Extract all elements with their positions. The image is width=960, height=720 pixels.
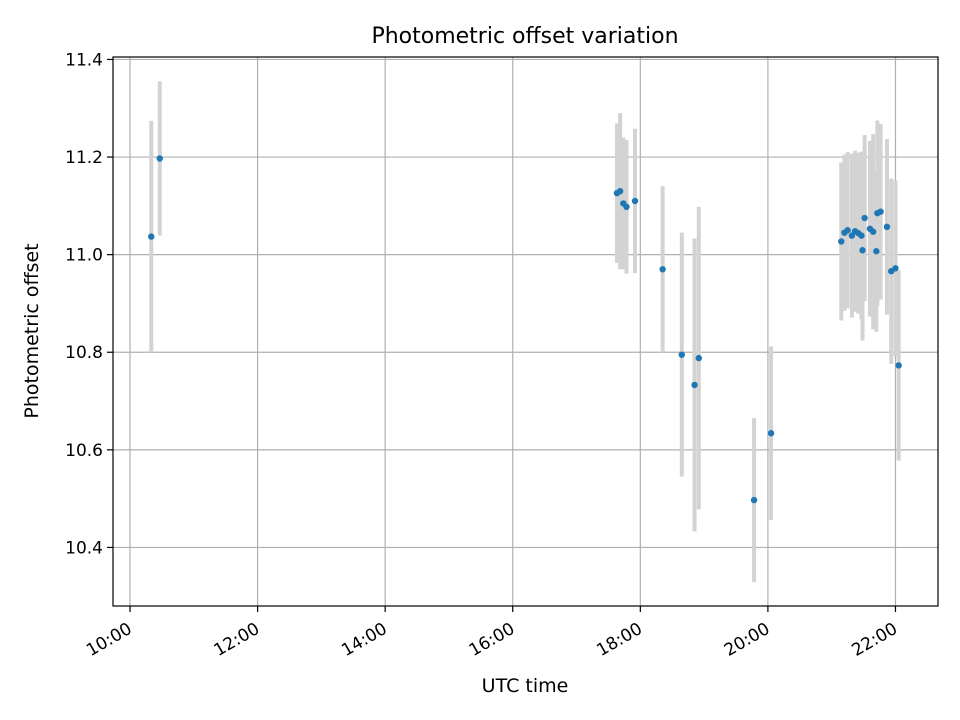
data-point: [858, 232, 865, 239]
data-point: [859, 247, 866, 254]
y-tick-label: 10.8: [65, 343, 103, 363]
y-tick-label: 11.0: [65, 246, 103, 266]
y-axis-label: Photometric offset: [21, 243, 43, 418]
y-tick-label: 11.2: [65, 148, 103, 168]
data-point: [767, 430, 775, 437]
data-point: [156, 155, 163, 162]
x-axis-label: UTC time: [482, 675, 569, 697]
data-point: [861, 214, 868, 222]
data-point: [616, 188, 624, 195]
data-point: [659, 266, 666, 273]
data-point: [844, 227, 851, 234]
plot-frame: [112, 56, 939, 607]
data-point: [623, 203, 630, 211]
data-point: [892, 265, 899, 272]
data-point: [678, 351, 685, 358]
chart-title: Photometric offset variation: [371, 24, 678, 49]
data-point: [148, 233, 155, 240]
data-point: [848, 232, 856, 239]
data-point: [750, 496, 758, 504]
data-point: [873, 248, 880, 255]
data-point: [869, 228, 877, 235]
y-tick-label: 10.6: [65, 441, 103, 461]
data-point: [895, 362, 902, 369]
plot-area: [113, 57, 938, 606]
data-point: [838, 238, 845, 245]
y-axis-ticks: 10.4 10.6 10.8 11.0 11.2 11.4: [65, 50, 113, 558]
data-point: [883, 223, 891, 231]
data-point: [695, 354, 702, 362]
data-points: [148, 155, 902, 504]
data-point: [877, 208, 884, 215]
y-tick-label: 10.4: [65, 538, 103, 558]
y-tick-label: 11.4: [65, 50, 103, 70]
data-point: [631, 197, 639, 205]
grid: [113, 57, 938, 606]
data-point: [691, 381, 698, 389]
